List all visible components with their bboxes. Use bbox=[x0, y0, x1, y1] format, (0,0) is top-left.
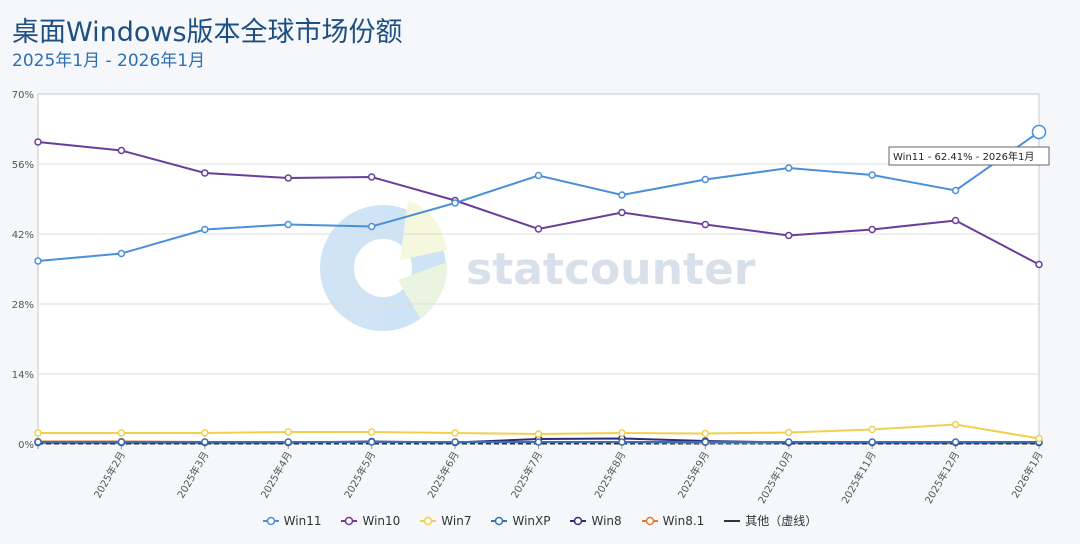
data-point-win11[interactable] bbox=[534, 171, 543, 180]
data-point-win7[interactable] bbox=[785, 428, 793, 437]
data-point-winxp[interactable] bbox=[451, 438, 459, 446]
data-point-winxp[interactable] bbox=[367, 438, 376, 446]
line-marker-icon bbox=[341, 516, 358, 525]
data-point-win10[interactable] bbox=[284, 174, 292, 182]
data-point-win10[interactable] bbox=[201, 169, 209, 177]
data-point-win10[interactable] bbox=[1035, 260, 1043, 269]
data-point-win7[interactable] bbox=[284, 428, 292, 436]
x-tick-label: 2025年9月 bbox=[675, 449, 712, 500]
data-point-win7[interactable] bbox=[451, 429, 459, 437]
legend-item-win8[interactable]: Win8 bbox=[570, 512, 622, 529]
data-point-win10[interactable] bbox=[534, 225, 543, 233]
data-point-win10[interactable] bbox=[117, 146, 126, 155]
y-tick-label: 28% bbox=[12, 300, 34, 311]
data-point-win10[interactable] bbox=[785, 231, 793, 240]
data-point-win7[interactable] bbox=[117, 429, 126, 437]
legend-label: Win10 bbox=[362, 513, 401, 528]
legend-item-other[interactable]: 其他（虚线） bbox=[724, 512, 817, 529]
x-tick-label: 2025年7月 bbox=[508, 449, 545, 500]
legend-label: Win7 bbox=[441, 513, 472, 528]
legend-label: Win8 bbox=[591, 513, 622, 528]
data-point-win11[interactable] bbox=[201, 225, 209, 234]
data-point-winxp[interactable] bbox=[701, 438, 710, 446]
data-point-win11[interactable] bbox=[367, 222, 376, 231]
x-tick-label: 2025年6月 bbox=[425, 449, 462, 500]
line-marker-icon bbox=[262, 516, 279, 525]
x-tick-label: 2025年10月 bbox=[755, 449, 795, 506]
data-point-win11[interactable] bbox=[451, 199, 459, 207]
data-point-win7[interactable] bbox=[201, 429, 209, 437]
data-point-winxp[interactable] bbox=[534, 438, 543, 446]
legend-label: WinXP bbox=[512, 513, 551, 528]
legend-item-win10[interactable]: Win10 bbox=[341, 512, 400, 529]
y-tick-label: 56% bbox=[12, 160, 34, 171]
data-point-winxp[interactable] bbox=[201, 438, 209, 446]
dash-line-icon bbox=[724, 519, 741, 522]
legend-item-win8-1[interactable]: Win8.1 bbox=[641, 512, 705, 529]
watermark-text: statcounter bbox=[466, 244, 756, 295]
line-marker-icon bbox=[491, 516, 508, 525]
x-tick-label: 2025年4月 bbox=[258, 449, 295, 500]
data-point-win10[interactable] bbox=[618, 208, 626, 217]
legend-label: 其他（虚线） bbox=[745, 514, 818, 528]
highlight-point[interactable] bbox=[1031, 124, 1047, 140]
x-tick-label: 2025年11月 bbox=[838, 449, 878, 506]
legend-label: Win8.1 bbox=[662, 513, 705, 528]
data-point-winxp[interactable] bbox=[34, 438, 42, 446]
data-point-win7[interactable] bbox=[618, 429, 626, 437]
data-point-win7[interactable] bbox=[1035, 434, 1043, 443]
line-marker-icon bbox=[641, 516, 658, 525]
legend-item-winxp[interactable]: WinXP bbox=[491, 512, 550, 529]
data-point-winxp[interactable] bbox=[785, 438, 793, 446]
data-point-win7[interactable] bbox=[701, 429, 710, 438]
data-point-winxp[interactable] bbox=[868, 438, 876, 446]
x-tick-label: 2025年8月 bbox=[591, 449, 628, 500]
data-point-win10[interactable] bbox=[951, 216, 960, 225]
y-tick-label: 0% bbox=[18, 440, 34, 451]
data-point-win10[interactable] bbox=[701, 220, 710, 229]
y-tick-label: 14% bbox=[12, 370, 34, 381]
tooltip: Win11 - 62.41% - 2026年1月 bbox=[888, 146, 1050, 166]
data-point-winxp[interactable] bbox=[618, 438, 626, 446]
x-tick-label: 2025年5月 bbox=[341, 449, 378, 500]
data-point-winxp[interactable] bbox=[951, 438, 960, 446]
x-tick-label: 2025年2月 bbox=[91, 449, 128, 500]
y-tick-label: 70% bbox=[12, 90, 34, 101]
y-tick-label: 42% bbox=[12, 230, 34, 241]
data-point-win11[interactable] bbox=[618, 191, 626, 199]
data-point-win11[interactable] bbox=[951, 186, 960, 195]
line-marker-icon bbox=[570, 516, 587, 525]
x-tick-label: 2025年3月 bbox=[174, 449, 211, 500]
statcounter-logo-icon: statcounter bbox=[320, 200, 756, 331]
data-point-winxp[interactable] bbox=[284, 438, 292, 446]
tooltip-text: Win11 - 62.41% - 2026年1月 bbox=[893, 150, 1034, 163]
data-point-win10[interactable] bbox=[868, 225, 876, 234]
legend-item-win11[interactable]: Win11 bbox=[262, 512, 322, 529]
data-point-win11[interactable] bbox=[701, 175, 710, 184]
legend-item-win7[interactable]: Win7 bbox=[420, 512, 471, 529]
data-point-win11[interactable] bbox=[34, 257, 42, 265]
data-point-win7[interactable] bbox=[367, 428, 376, 436]
data-point-win7[interactable] bbox=[951, 420, 960, 429]
data-point-win7[interactable] bbox=[34, 429, 42, 437]
data-point-win7[interactable] bbox=[534, 430, 543, 438]
x-tick-label: 2025年12月 bbox=[922, 449, 962, 506]
chart-legend: Win11 Win10 Win7 WinXP Win8 Win8.1 其他（虚线） bbox=[0, 512, 1080, 529]
plot-area bbox=[37, 93, 1040, 445]
data-point-win7[interactable] bbox=[868, 425, 876, 434]
data-point-win11[interactable] bbox=[868, 171, 876, 179]
data-point-win11[interactable] bbox=[284, 220, 292, 229]
page-subtitle: 2025年1月 - 2026年1月 bbox=[12, 51, 206, 71]
data-point-win10[interactable] bbox=[367, 173, 376, 181]
legend-label: Win11 bbox=[283, 513, 322, 528]
x-tick-label: 2026年1月 bbox=[1008, 449, 1045, 500]
data-point-winxp[interactable] bbox=[117, 438, 126, 446]
data-point-win10[interactable] bbox=[34, 138, 42, 146]
line-marker-icon bbox=[420, 516, 437, 525]
data-point-win11[interactable] bbox=[785, 164, 793, 172]
page-title: 桌面Windows版本全球市场份额 bbox=[12, 17, 403, 48]
data-point-win11[interactable] bbox=[117, 249, 126, 258]
